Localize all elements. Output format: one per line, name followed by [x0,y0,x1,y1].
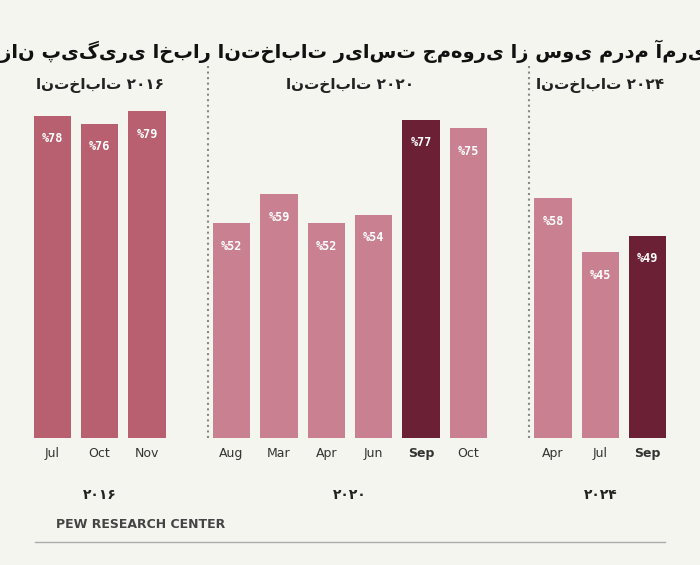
Bar [355,215,392,438]
Text: %49: %49 [637,252,659,265]
Bar [534,198,572,438]
Text: %58: %58 [542,215,564,228]
Text: میزان پیگیری اخبار انتخابات ریاست جمهوری از سوی مردم آمریکا: میزان پیگیری اخبار انتخابات ریاست جمهوری… [0,40,700,63]
Bar [450,128,487,438]
Bar [308,223,345,438]
Text: %52: %52 [221,240,242,253]
Text: %75: %75 [458,145,479,158]
Bar [128,111,166,438]
Text: ۲۰۲۴: ۲۰۲۴ [584,488,617,502]
Text: %78: %78 [41,132,63,145]
Text: %45: %45 [589,269,611,282]
Text: %77: %77 [410,136,432,149]
Bar [402,120,440,438]
Bar [260,194,298,438]
Bar [213,223,250,438]
Text: انتخابات ۲۰۲۰: انتخابات ۲۰۲۰ [286,79,414,93]
Bar [582,252,619,438]
Bar [629,236,666,438]
Bar [34,115,71,438]
Text: انتخابات ۲۰۱۶: انتخابات ۲۰۱۶ [36,79,164,93]
Text: %79: %79 [136,128,158,141]
Text: انتخابات ۲۰۲۴: انتخابات ۲۰۲۴ [536,79,664,93]
Text: %52: %52 [316,240,337,253]
Text: %59: %59 [268,211,290,224]
Text: ۲۰۲۰: ۲۰۲۰ [333,488,367,502]
Text: %54: %54 [363,232,384,245]
Bar [81,124,118,438]
Text: %76: %76 [89,140,111,153]
Text: ۲۰۱۶: ۲۰۱۶ [83,488,116,502]
Text: PEW RESEARCH CENTER: PEW RESEARCH CENTER [56,518,225,531]
